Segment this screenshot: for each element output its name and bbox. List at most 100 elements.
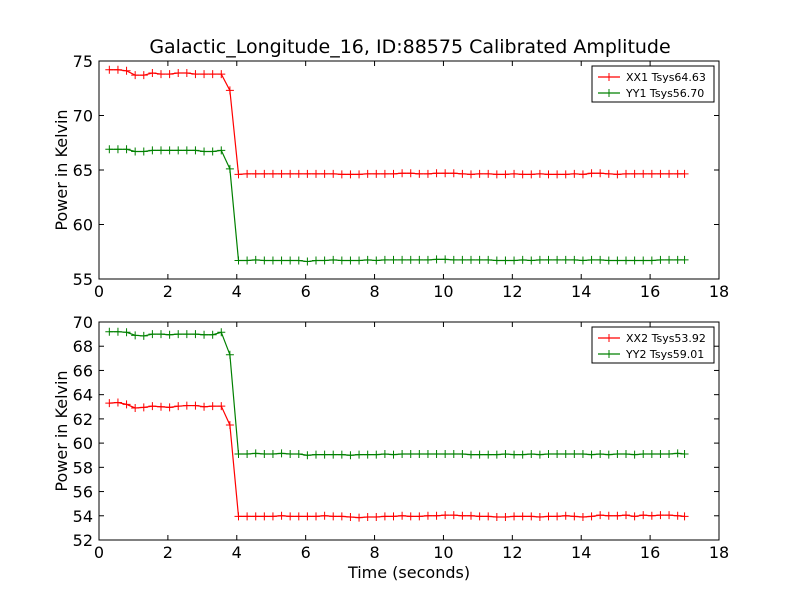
data-point — [492, 512, 501, 521]
data-point — [441, 450, 450, 459]
data-point — [415, 169, 424, 178]
x-tick-label: 4 — [232, 543, 242, 562]
data-point — [131, 403, 140, 412]
data-point — [277, 511, 286, 520]
data-point — [363, 169, 372, 178]
y-tick-label: 70 — [73, 313, 93, 332]
data-point — [312, 450, 320, 459]
data-point — [122, 328, 131, 337]
data-point — [656, 450, 665, 459]
data-point — [208, 70, 217, 79]
data-point — [105, 327, 114, 336]
y-tick-label: 75 — [73, 52, 93, 71]
data-point — [320, 169, 329, 178]
data-point — [630, 450, 639, 459]
data-point — [234, 256, 243, 265]
y-tick-label: 56 — [73, 483, 93, 502]
data-point — [432, 255, 441, 264]
data-point — [527, 512, 536, 521]
x-tick-label: 8 — [369, 282, 379, 301]
data-point — [587, 255, 596, 264]
y-tick-label: 70 — [73, 107, 93, 126]
x-tick-label: 16 — [640, 543, 660, 562]
data-point — [234, 170, 243, 179]
data-point — [243, 450, 252, 459]
data-point — [329, 512, 338, 521]
data-point — [432, 450, 441, 459]
data-point — [492, 256, 501, 265]
data-point — [157, 330, 165, 339]
data-point — [372, 450, 381, 459]
data-point — [355, 256, 364, 265]
data-point — [165, 146, 174, 155]
data-point — [604, 256, 613, 265]
data-point — [208, 402, 217, 411]
data-point — [243, 512, 252, 521]
data-point — [535, 169, 544, 178]
data-point — [613, 511, 622, 520]
x-axis-label: Time (seconds) — [347, 563, 470, 582]
data-point — [630, 169, 639, 178]
legend-marker — [605, 89, 613, 97]
data-point — [148, 330, 157, 339]
data-point — [200, 330, 209, 339]
x-tick-label: 8 — [369, 543, 379, 562]
data-point — [398, 450, 407, 459]
data-point — [622, 256, 630, 265]
data-point — [665, 511, 674, 520]
data-point — [355, 450, 364, 459]
data-point — [243, 256, 252, 265]
data-point — [458, 511, 467, 520]
data-point — [622, 450, 630, 459]
data-point — [630, 256, 639, 265]
x-tick-label: 14 — [571, 543, 591, 562]
data-point — [441, 511, 450, 520]
data-point — [294, 256, 303, 265]
data-point — [449, 450, 458, 459]
data-point — [303, 451, 312, 460]
data-point — [389, 450, 398, 459]
data-point — [191, 330, 200, 339]
data-point — [415, 512, 424, 521]
data-point — [294, 512, 303, 521]
data-point — [398, 511, 407, 520]
data-point — [553, 170, 562, 179]
data-point — [510, 256, 519, 265]
data-point — [182, 146, 191, 155]
x-tick-label: 0 — [94, 282, 104, 301]
data-point — [680, 255, 689, 264]
data-point — [303, 512, 312, 521]
data-point — [432, 169, 441, 178]
data-point — [544, 450, 553, 459]
data-point — [647, 450, 656, 459]
x-tick-label: 6 — [301, 282, 311, 301]
data-point — [518, 450, 527, 459]
data-point — [346, 512, 355, 521]
x-tick-label: 10 — [433, 543, 453, 562]
data-point — [441, 169, 450, 178]
data-point — [553, 512, 562, 521]
data-point — [157, 402, 165, 411]
data-point — [518, 170, 527, 179]
data-point — [561, 450, 570, 459]
data-point — [286, 169, 295, 178]
data-point — [337, 170, 346, 179]
data-point — [165, 70, 174, 79]
data-point — [260, 512, 269, 521]
data-point — [251, 169, 260, 178]
data-point — [630, 512, 639, 521]
data-point — [182, 401, 191, 410]
y-tick-label: 54 — [73, 507, 93, 526]
data-point — [337, 450, 346, 459]
data-point — [484, 450, 493, 459]
data-point — [372, 169, 381, 178]
data-point — [148, 146, 157, 155]
data-point — [406, 450, 415, 459]
data-point — [148, 402, 157, 411]
data-point — [329, 255, 338, 264]
data-point — [286, 512, 295, 521]
data-point — [139, 403, 148, 412]
data-point — [578, 170, 587, 179]
y-tick-label: 65 — [73, 161, 93, 180]
data-point — [680, 512, 689, 521]
